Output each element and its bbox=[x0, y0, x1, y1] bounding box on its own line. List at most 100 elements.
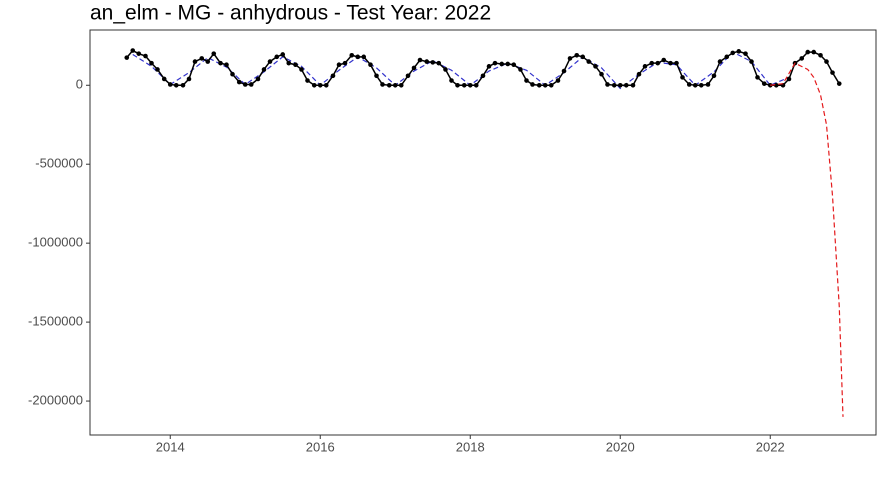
data-point bbox=[130, 48, 136, 53]
data-point bbox=[299, 67, 304, 72]
data-point bbox=[230, 71, 235, 77]
data-point bbox=[668, 60, 673, 66]
data-point bbox=[261, 67, 267, 72]
data-point bbox=[480, 73, 486, 79]
data-point bbox=[818, 52, 823, 58]
data-point bbox=[180, 82, 186, 88]
data-point bbox=[361, 54, 367, 60]
data-point bbox=[305, 78, 310, 83]
data-point bbox=[717, 59, 723, 64]
data-point bbox=[655, 60, 661, 66]
data-point bbox=[661, 57, 667, 63]
data-point bbox=[336, 62, 342, 68]
x-tick-label: 2016 bbox=[306, 439, 335, 454]
data-point bbox=[698, 82, 704, 88]
data-point bbox=[380, 82, 385, 87]
data-point bbox=[799, 56, 805, 61]
y-tick-label: -500000 bbox=[35, 156, 83, 171]
data-point bbox=[167, 82, 173, 87]
data-point bbox=[342, 60, 348, 66]
data-point bbox=[542, 82, 548, 88]
data-point bbox=[755, 75, 760, 80]
data-point bbox=[686, 82, 692, 87]
data-point bbox=[224, 62, 229, 68]
data-point bbox=[317, 82, 323, 88]
data-point bbox=[211, 51, 217, 56]
data-point bbox=[392, 82, 398, 88]
data-point bbox=[205, 59, 211, 64]
data-point bbox=[805, 49, 811, 55]
x-tick-label: 2020 bbox=[606, 439, 635, 454]
data-point bbox=[586, 59, 592, 64]
data-point bbox=[192, 59, 198, 64]
data-point bbox=[424, 59, 430, 64]
data-point bbox=[143, 53, 148, 59]
data-point bbox=[536, 82, 542, 88]
data-point bbox=[680, 75, 685, 80]
series-line bbox=[132, 51, 790, 90]
data-point bbox=[161, 76, 167, 82]
data-point bbox=[674, 60, 679, 66]
data-point bbox=[492, 60, 498, 66]
data-point bbox=[374, 73, 379, 79]
data-point bbox=[349, 52, 355, 58]
x-tick-label: 2018 bbox=[456, 439, 485, 454]
data-point bbox=[467, 82, 473, 88]
data-point bbox=[236, 79, 242, 85]
data-point bbox=[173, 82, 179, 88]
data-point bbox=[286, 60, 292, 66]
data-point bbox=[486, 64, 492, 69]
data-point bbox=[830, 70, 835, 75]
data-point bbox=[811, 49, 817, 55]
data-point bbox=[149, 60, 154, 66]
data-point bbox=[836, 81, 842, 86]
data-point bbox=[548, 82, 554, 88]
series-line bbox=[770, 62, 844, 417]
data-point bbox=[280, 52, 286, 57]
data-point bbox=[730, 50, 736, 56]
data-point bbox=[405, 73, 411, 79]
data-point bbox=[186, 76, 192, 82]
data-point bbox=[330, 73, 336, 79]
data-point bbox=[473, 82, 479, 88]
data-point bbox=[786, 76, 792, 82]
data-point bbox=[511, 62, 517, 68]
data-point bbox=[530, 82, 535, 87]
chart-title: an_elm - MG - anhydrous - Test Year: 202… bbox=[90, 2, 491, 25]
data-point bbox=[398, 82, 404, 88]
data-point bbox=[368, 62, 373, 68]
data-point bbox=[605, 82, 610, 87]
data-point bbox=[611, 82, 617, 88]
data-point bbox=[242, 82, 248, 87]
data-point bbox=[736, 49, 742, 54]
data-point bbox=[267, 59, 273, 64]
y-tick-label: 0 bbox=[76, 77, 83, 92]
data-point bbox=[386, 82, 392, 88]
x-tick-label: 2022 bbox=[756, 439, 785, 454]
y-tick-label: -1500000 bbox=[28, 314, 83, 329]
data-point bbox=[499, 61, 505, 67]
data-point bbox=[430, 60, 436, 65]
data-point bbox=[311, 82, 317, 88]
data-point bbox=[623, 82, 629, 88]
data-point bbox=[711, 73, 717, 79]
data-point bbox=[574, 52, 580, 58]
data-point bbox=[417, 57, 423, 63]
data-point bbox=[567, 56, 573, 61]
data-point bbox=[124, 55, 130, 60]
data-point bbox=[199, 56, 205, 61]
data-point bbox=[136, 51, 142, 56]
data-point bbox=[248, 82, 254, 87]
data-point bbox=[724, 54, 730, 60]
data-point bbox=[524, 78, 529, 83]
data-point bbox=[436, 60, 442, 66]
data-point bbox=[649, 60, 655, 66]
data-point bbox=[617, 82, 623, 88]
data-point bbox=[761, 81, 767, 86]
data-point bbox=[255, 76, 261, 82]
data-point bbox=[630, 82, 636, 88]
y-tick-label: -1000000 bbox=[28, 235, 83, 250]
data-point bbox=[323, 82, 329, 88]
data-point bbox=[518, 67, 523, 72]
